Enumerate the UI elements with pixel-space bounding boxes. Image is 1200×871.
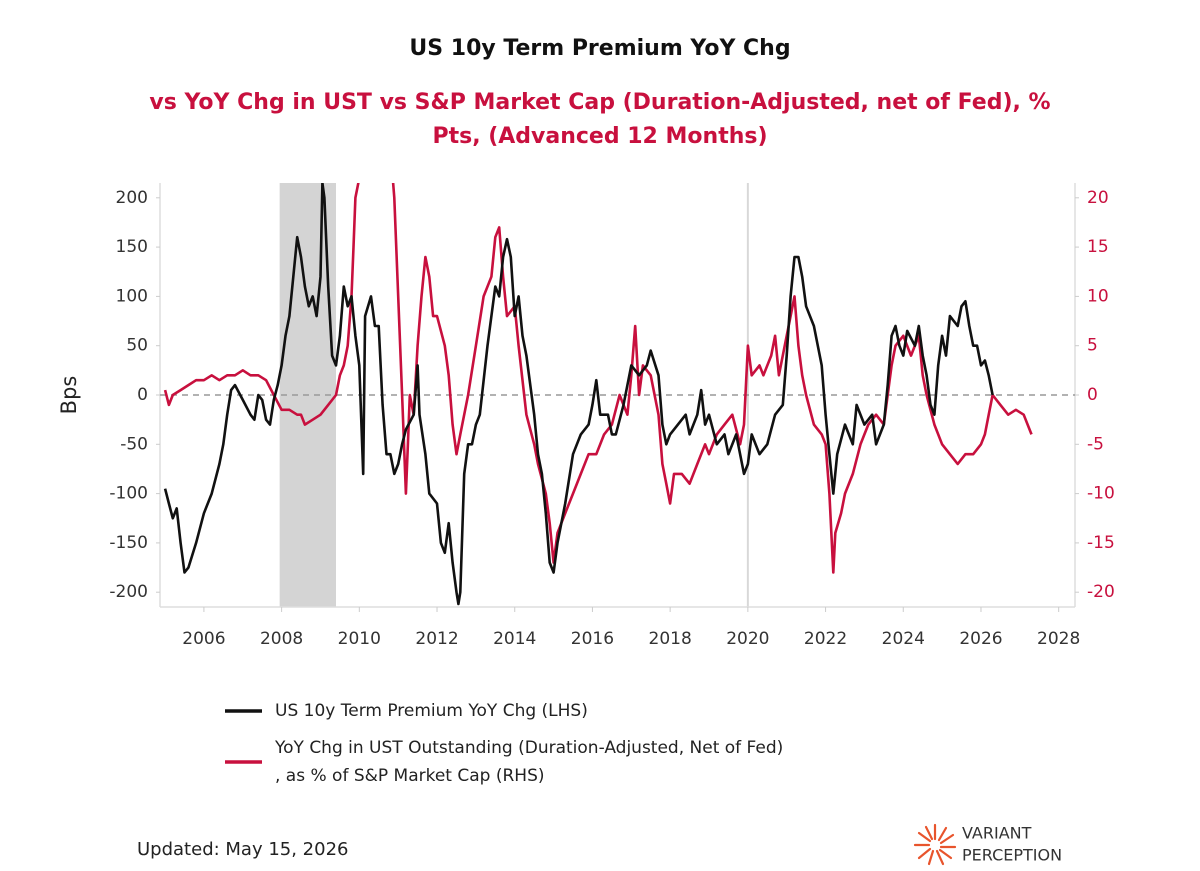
footer: Updated: May 15, 2026 xyxy=(137,839,349,860)
y2-tick-label: 5 xyxy=(1087,336,1098,356)
y-tick-label: 200 xyxy=(116,188,148,208)
x-tick-label: 2008 xyxy=(260,629,303,649)
y-tick-label: -50 xyxy=(120,434,148,454)
series-line xyxy=(163,183,994,606)
series-line xyxy=(163,183,1033,574)
y-tick-label: -100 xyxy=(109,484,148,504)
y2-tick-label: 15 xyxy=(1087,237,1109,257)
x-tick-label: 2012 xyxy=(415,629,458,649)
x-tick-label: 2014 xyxy=(493,629,536,649)
x-tick-label: 2020 xyxy=(726,629,769,649)
x-tick-label: 2006 xyxy=(182,629,225,649)
y2-tick-label: -20 xyxy=(1087,582,1115,602)
x-tick-label: 2026 xyxy=(959,629,1002,649)
x-tick-label: 2010 xyxy=(338,629,381,649)
legend-label: YoY Chg in UST Outstanding (Duration-Adj… xyxy=(275,738,784,786)
legend-label: US 10y Term Premium YoY Chg (LHS) xyxy=(275,701,588,721)
x-tick-label: 2024 xyxy=(882,629,925,649)
chart-subtitle: vs YoY Chg in UST vs S&P Market Cap (Dur… xyxy=(149,90,1051,149)
y2-tick-label: 20 xyxy=(1087,188,1109,208)
y-tick-label: -200 xyxy=(109,582,148,602)
y-tick-label: 0 xyxy=(137,385,148,405)
y2-tick-label: -10 xyxy=(1087,484,1115,504)
y-axis-label: Bps xyxy=(57,376,81,415)
x-tick-label: 2022 xyxy=(804,629,847,649)
x-tick-label: 2016 xyxy=(571,629,614,649)
y2-tick-label: 0 xyxy=(1087,385,1098,405)
y-tick-label: 50 xyxy=(126,336,148,356)
y2-tick-label: -15 xyxy=(1087,533,1115,553)
x-tick-label: 2028 xyxy=(1037,629,1080,649)
plot-area xyxy=(163,183,1033,606)
y-tick-label: -150 xyxy=(109,533,148,553)
logo-icon xyxy=(913,823,957,866)
logo-text: PERCEPTION xyxy=(962,846,1062,865)
y2-tick-label: 10 xyxy=(1087,286,1109,306)
logo-text: VARIANT xyxy=(962,824,1032,843)
y-tick-label: 150 xyxy=(116,237,148,257)
chart-title: US 10y Term Premium YoY Chg xyxy=(409,36,791,61)
y-tick-label: 100 xyxy=(116,286,148,306)
y2-tick-label: -5 xyxy=(1087,434,1104,454)
x-tick-label: 2018 xyxy=(649,629,692,649)
